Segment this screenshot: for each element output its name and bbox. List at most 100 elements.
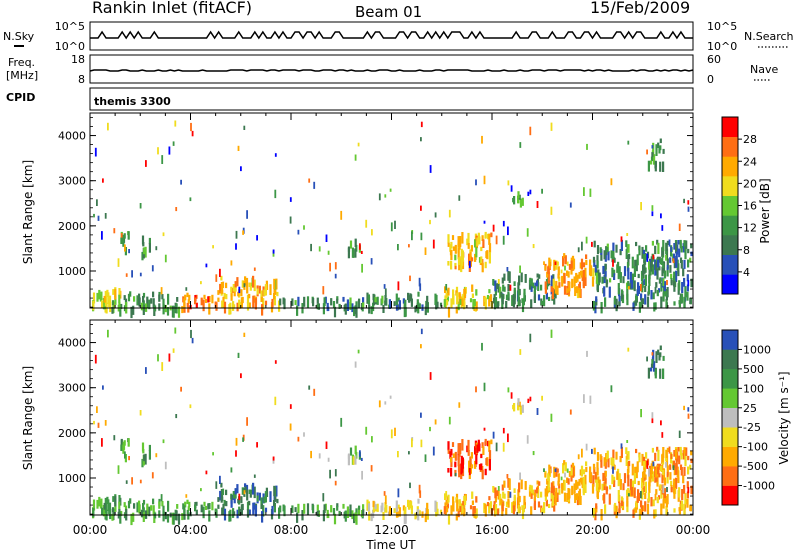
- data-cell: [669, 257, 672, 263]
- data-cell: [245, 484, 249, 494]
- data-cell: [92, 292, 96, 304]
- x-axis-label: Time UT: [365, 538, 416, 552]
- data-cell: [397, 504, 400, 509]
- x-axis-tick-labels: 00:00 04:00 08:00 12:00 16:00 20:00 00:00: [73, 523, 711, 537]
- data-cell: [488, 450, 492, 455]
- data-cell: [361, 263, 363, 273]
- data-cell: [618, 295, 621, 306]
- data-cell: [269, 491, 272, 502]
- data-cell: [666, 465, 669, 476]
- data-cell: [484, 261, 487, 269]
- data-cell: [382, 511, 385, 520]
- data-cell: [229, 509, 232, 522]
- data-cell: [615, 244, 618, 253]
- colorbar-tick-label: 24: [743, 155, 757, 168]
- data-cell: [653, 361, 656, 372]
- data-cell: [402, 298, 405, 304]
- data-cell: [544, 495, 547, 501]
- data-cell: [200, 488, 202, 492]
- data-cell: [408, 451, 410, 455]
- data-cell: [367, 503, 371, 512]
- data-cell: [448, 209, 451, 218]
- data-cell: [435, 304, 438, 310]
- data-cell: [655, 489, 658, 495]
- data-cell: [236, 277, 239, 287]
- data-cell: [548, 257, 551, 269]
- data-cell: [625, 456, 628, 466]
- data-cell: [217, 290, 220, 295]
- data-cell: [494, 280, 497, 292]
- data-cell: [112, 289, 115, 295]
- data-cell: [687, 200, 690, 205]
- data-cell: [623, 266, 627, 277]
- data-cell: [316, 510, 319, 517]
- data-cell: [650, 160, 653, 165]
- data-cell: [564, 472, 566, 478]
- data-cell: [124, 451, 126, 459]
- data-cell: [456, 499, 459, 512]
- data-cell: [500, 498, 503, 505]
- data-cell: [471, 464, 474, 469]
- data-cell: [158, 510, 161, 518]
- data-cell: [519, 405, 522, 415]
- data-cell: [655, 475, 658, 482]
- data-cell: [461, 232, 464, 244]
- data-cell: [473, 299, 476, 307]
- data-cell: [505, 501, 509, 507]
- data-cell: [591, 277, 595, 287]
- data-cell: [461, 439, 464, 451]
- data-cell: [657, 495, 661, 500]
- data-cell: [258, 492, 261, 501]
- data-cell: [454, 254, 457, 261]
- data-cell: [362, 509, 365, 515]
- data-cell: [651, 412, 654, 418]
- data-cell: [620, 500, 624, 507]
- data-cell: [404, 307, 407, 317]
- nsearch-label: N.Search: [744, 30, 794, 43]
- data-cell: [617, 475, 620, 487]
- data-cell: [146, 503, 149, 515]
- data-cell: [662, 368, 665, 379]
- data-cell: [684, 248, 687, 260]
- data-cell: [352, 249, 355, 258]
- data-cell: [482, 239, 485, 248]
- data-cell: [645, 452, 648, 459]
- colorbar-swatch: [722, 407, 738, 428]
- data-cell: [606, 247, 609, 253]
- colorbar-swatch: [722, 117, 738, 137]
- data-cell: [680, 293, 684, 303]
- data-cell: [576, 493, 579, 501]
- data-cell: [595, 503, 598, 509]
- data-cell: [469, 252, 472, 260]
- data-cell: [660, 282, 663, 292]
- data-cell: [620, 236, 623, 242]
- data-cell: [686, 274, 689, 282]
- data-cell: [545, 499, 548, 507]
- data-cell: [485, 251, 488, 259]
- nsky-label: N.Sky: [3, 30, 35, 43]
- data-cell: [680, 260, 683, 269]
- data-cell: [104, 296, 107, 307]
- data-cell: [675, 462, 678, 474]
- data-cell: [353, 513, 356, 524]
- data-cell: [246, 417, 248, 426]
- data-cell: [346, 506, 349, 518]
- data-cell: [543, 468, 545, 472]
- data-cell: [221, 507, 224, 515]
- data-cell: [505, 507, 508, 516]
- nave-tick-top-right: 60: [707, 53, 721, 66]
- data-cell: [243, 332, 246, 337]
- data-cell: [457, 301, 460, 311]
- data-cell: [640, 477, 644, 489]
- data-cell: [678, 430, 681, 438]
- y-tick-label: 2000: [58, 220, 86, 233]
- data-cell: [411, 438, 413, 448]
- data-cell: [215, 509, 218, 518]
- data-cell: [579, 469, 582, 476]
- data-cell: [662, 355, 665, 361]
- data-cell: [652, 461, 655, 467]
- data-cell: [589, 473, 592, 483]
- data-cell: [647, 285, 650, 295]
- data-cell: [575, 479, 578, 490]
